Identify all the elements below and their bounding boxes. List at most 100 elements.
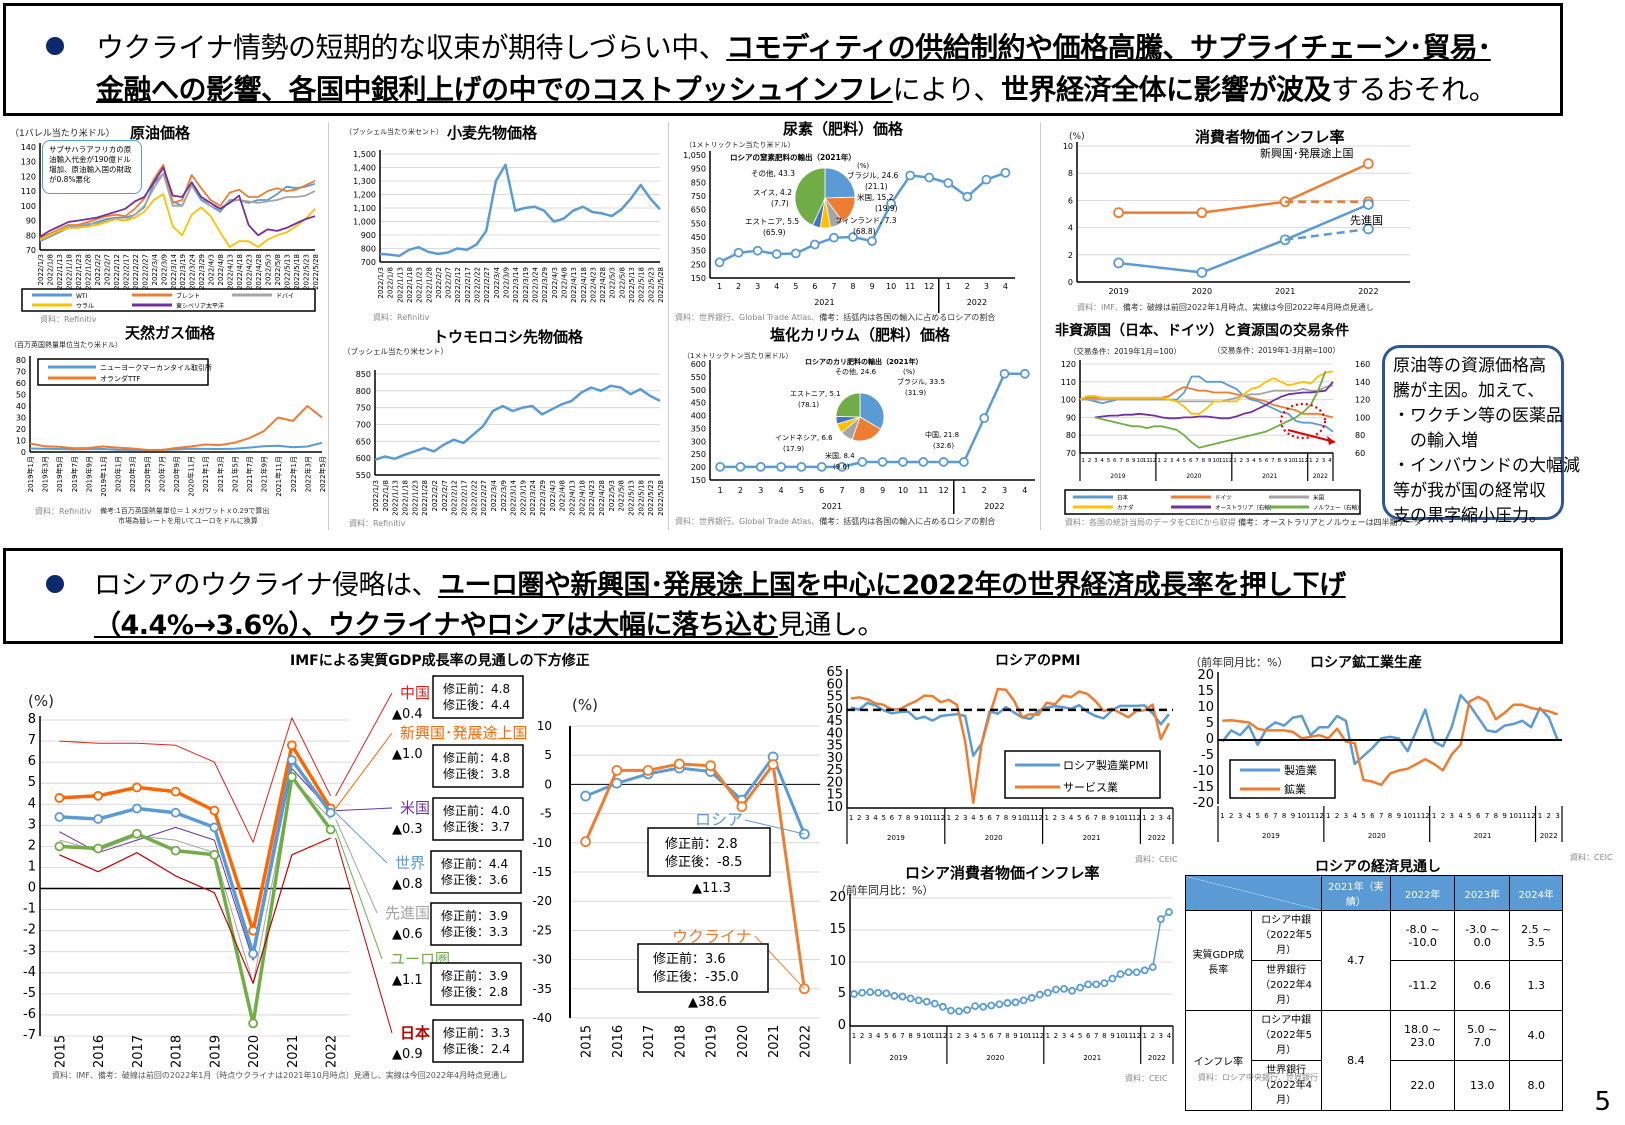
svg-text:2022/3/9: 2022/3/9 bbox=[160, 254, 168, 285]
svg-text:9: 9 bbox=[1284, 458, 1288, 464]
svg-text:8: 8 bbox=[1282, 812, 1286, 820]
svg-text:7: 7 bbox=[28, 733, 36, 748]
svg-text:2020年11月: 2020年11月 bbox=[187, 456, 196, 497]
svg-text:11: 11 bbox=[918, 486, 928, 495]
chart-title: 尿素（肥料）価格 bbox=[783, 120, 904, 138]
svg-text:2022/4/28: 2022/4/28 bbox=[599, 267, 607, 303]
svg-text:1: 1 bbox=[1081, 458, 1085, 464]
svg-text:2018: 2018 bbox=[170, 1035, 185, 1068]
svg-text:11: 11 bbox=[1412, 812, 1421, 820]
column-header: 2023年 bbox=[1454, 875, 1511, 911]
svg-text:▲0.8: ▲0.8 bbox=[392, 877, 423, 892]
svg-text:2016: 2016 bbox=[611, 1025, 626, 1058]
svg-text:3: 3 bbox=[868, 1032, 872, 1040]
svg-text:8: 8 bbox=[1004, 814, 1008, 822]
svg-text:2021: 2021 bbox=[1474, 832, 1492, 840]
svg-text:200: 200 bbox=[691, 463, 706, 472]
svg-text:修正後：3.7: 修正後：3.7 bbox=[443, 819, 510, 834]
svg-text:10: 10 bbox=[1063, 142, 1073, 151]
svg-text:2022: 2022 bbox=[1148, 834, 1166, 842]
svg-text:750: 750 bbox=[356, 404, 371, 413]
svg-text:2022/2/27: 2022/2/27 bbox=[141, 254, 149, 290]
svg-text:4: 4 bbox=[973, 1032, 978, 1040]
svg-text:140: 140 bbox=[1355, 378, 1370, 387]
svg-text:7: 7 bbox=[839, 486, 844, 495]
svg-text:5: 5 bbox=[1183, 458, 1187, 464]
svg-text:6: 6 bbox=[28, 754, 36, 769]
svg-text:10: 10 bbox=[1288, 458, 1295, 464]
svg-text:2: 2 bbox=[965, 282, 970, 291]
svg-text:10: 10 bbox=[1019, 1032, 1028, 1040]
svg-text:3: 3 bbox=[1061, 814, 1065, 822]
svg-text:2022/4/3: 2022/4/3 bbox=[551, 267, 559, 298]
svg-text:50: 50 bbox=[826, 702, 843, 717]
source-note: 資料：Refinitiv bbox=[35, 507, 92, 516]
svg-text:修正前：4.0: 修正前：4.0 bbox=[443, 803, 510, 818]
svg-text:2: 2 bbox=[1240, 458, 1244, 464]
svg-text:2022/2/2: 2022/2/2 bbox=[435, 267, 443, 298]
top-summary-banner: ウクライナ情勢の短期的な収束が期待しづらい中、コモディティの供給制約や価格高騰、… bbox=[3, 3, 1563, 116]
svg-text:12: 12 bbox=[924, 282, 934, 291]
svg-text:110: 110 bbox=[1061, 378, 1076, 387]
terms-of-trade-chart: 非資源国（日本、ドイツ）と資源国の交易条件 （交易条件：2019年1月=100）… bbox=[1045, 318, 1422, 530]
svg-text:11: 11 bbox=[1306, 812, 1315, 820]
svg-text:2015: 2015 bbox=[580, 1025, 595, 1058]
svg-text:2022/1/18: 2022/1/18 bbox=[401, 480, 409, 516]
svg-text:12: 12 bbox=[936, 814, 945, 822]
svg-text:5: 5 bbox=[981, 1032, 985, 1040]
svg-text:10: 10 bbox=[1197, 700, 1214, 715]
svg-text:2019年1月: 2019年1月 bbox=[26, 456, 35, 492]
svg-text:45: 45 bbox=[826, 714, 843, 729]
svg-text:9: 9 bbox=[1013, 1032, 1017, 1040]
svg-text:4: 4 bbox=[1247, 812, 1252, 820]
svg-text:2022/4/8: 2022/4/8 bbox=[560, 267, 568, 298]
svg-text:9: 9 bbox=[914, 814, 918, 822]
row-group: 実質GDP成長率 bbox=[1185, 910, 1252, 1011]
svg-text:ニューヨークマーカンタイル取引所: ニューヨークマーカンタイル取引所 bbox=[100, 363, 212, 372]
svg-text:2022/1/13: 2022/1/13 bbox=[392, 480, 400, 516]
svg-text:-5: -5 bbox=[23, 986, 36, 1001]
svg-text:0: 0 bbox=[21, 448, 26, 457]
svg-text:1: 1 bbox=[1220, 812, 1224, 820]
svg-text:8: 8 bbox=[1068, 169, 1073, 178]
svg-text:ブラジル, 33.5: ブラジル, 33.5 bbox=[897, 377, 945, 386]
svg-text:5: 5 bbox=[881, 814, 885, 822]
svg-text:850: 850 bbox=[356, 370, 371, 379]
svg-text:2: 2 bbox=[982, 486, 987, 495]
svg-text:1: 1 bbox=[1538, 812, 1542, 820]
svg-text:2022/1/8: 2022/1/8 bbox=[46, 254, 54, 285]
svg-text:▲1.1: ▲1.1 bbox=[392, 973, 423, 988]
svg-text:9: 9 bbox=[1502, 812, 1506, 820]
svg-text:800: 800 bbox=[361, 245, 376, 254]
annotation-box: サブサハラアフリカの原油輸入代金が190億ドル増加、原油輸入国の財政が0.8%悪… bbox=[42, 140, 142, 194]
svg-text:8: 8 bbox=[1101, 814, 1105, 822]
svg-text:7: 7 bbox=[1195, 458, 1199, 464]
svg-text:(31.9): (31.9) bbox=[905, 389, 926, 397]
svg-text:オランダTTF: オランダTTF bbox=[100, 374, 140, 383]
svg-text:5: 5 bbox=[1467, 812, 1471, 820]
svg-text:160: 160 bbox=[1355, 360, 1370, 369]
svg-text:8: 8 bbox=[1202, 458, 1206, 464]
svg-text:2022/3/9: 2022/3/9 bbox=[503, 267, 511, 298]
svg-text:-20: -20 bbox=[532, 894, 552, 908]
svg-text:60: 60 bbox=[1355, 449, 1365, 458]
svg-text:4: 4 bbox=[971, 814, 976, 822]
svg-text:3: 3 bbox=[1159, 1032, 1163, 1040]
svg-text:2018: 2018 bbox=[673, 1025, 688, 1058]
svg-text:4: 4 bbox=[1069, 814, 1074, 822]
svg-text:2020年3月: 2020年3月 bbox=[128, 456, 137, 492]
svg-text:80: 80 bbox=[1355, 431, 1365, 440]
svg-text:オーストラリア（右軸）: オーストラリア（右軸） bbox=[1215, 504, 1275, 512]
svg-text:2022年3月: 2022年3月 bbox=[303, 456, 312, 492]
svg-text:2: 2 bbox=[1441, 812, 1445, 820]
svg-text:修正前：3.3: 修正前：3.3 bbox=[443, 1025, 510, 1040]
svg-text:12: 12 bbox=[1132, 814, 1141, 822]
svg-text:2022/4/28: 2022/4/28 bbox=[598, 480, 606, 516]
svg-text:2021: 2021 bbox=[286, 1035, 301, 1068]
svg-text:9: 9 bbox=[1012, 814, 1016, 822]
svg-text:6: 6 bbox=[812, 282, 817, 291]
svg-text:10: 10 bbox=[537, 719, 552, 733]
svg-text:7: 7 bbox=[1119, 458, 1123, 464]
svg-text:2022/5/8: 2022/5/8 bbox=[274, 254, 282, 285]
svg-text:(17.9): (17.9) bbox=[783, 445, 804, 453]
